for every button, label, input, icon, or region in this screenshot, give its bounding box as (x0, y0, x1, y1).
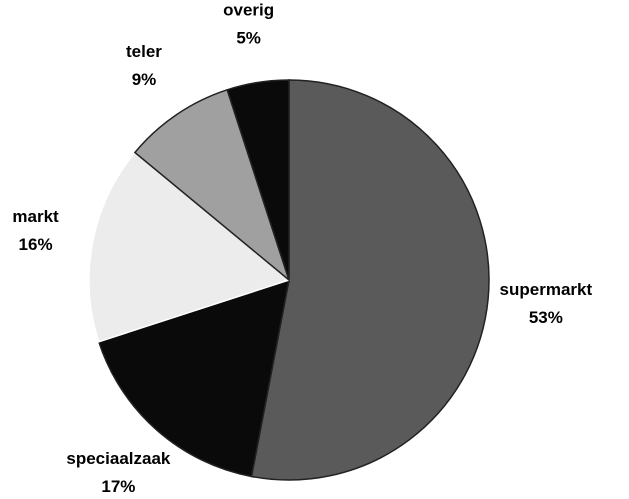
slice-label: supermarkt (500, 280, 593, 299)
slice-label: overig (223, 1, 274, 20)
slice-value-label: 9% (132, 70, 157, 89)
pie-slice (88, 151, 291, 343)
pie-slice (97, 278, 290, 478)
slice-value-label: 53% (529, 308, 563, 327)
slice-label: speciaalzaak (66, 449, 171, 468)
slice-value-label: 5% (236, 29, 261, 48)
slice-value-label: 17% (101, 477, 135, 496)
slice-label: markt (12, 207, 59, 226)
slice-label: teler (126, 42, 162, 61)
pie-slice (250, 79, 490, 481)
pie-slice (226, 79, 290, 281)
slice-value-label: 16% (19, 235, 53, 254)
pie-slice (133, 88, 291, 283)
